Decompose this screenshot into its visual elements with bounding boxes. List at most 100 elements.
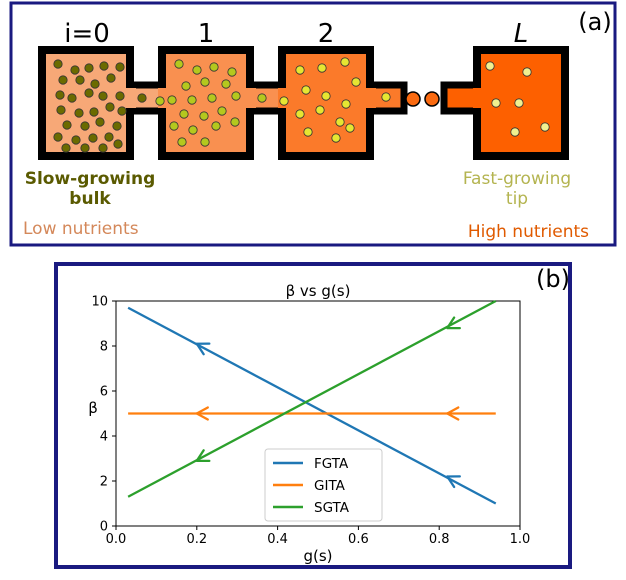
channel-join-0 [124,88,136,108]
legend-box [264,448,383,522]
nutrient-particle [211,121,221,131]
x-axis-label: g(s) [303,547,332,565]
nutrient-particle [207,93,217,103]
nutrient-particle [88,133,98,143]
nutrient-particle [67,93,77,103]
nutrient-particle [115,62,125,72]
series-lines [127,299,497,505]
y-tick-label: 6 [100,385,108,400]
nutrient-particle [209,62,219,72]
nutrient-particle [174,59,184,69]
direction-arrow-sgta [195,449,211,463]
nutrient-particle [80,143,90,153]
nutrient-particle [341,99,351,109]
nutrient-particle [381,92,391,102]
nutrient-particle [55,90,65,100]
compartment-label-L: L [514,19,529,49]
nutrient-particle [217,106,227,116]
legend-label-gita: GITA [314,478,346,494]
nutrient-particle [188,125,198,135]
low-nutrients-label: Low nutrients [23,219,139,239]
direction-arrow-fgta [195,342,211,356]
nutrient-particle [345,123,355,133]
nutrient-particle [335,117,345,127]
y-tick-label: 2 [100,475,108,490]
nutrient-particle [187,95,197,105]
nutrient-particle [137,93,147,103]
panel-b-label: (b) [536,265,570,293]
nutrient-particle [331,133,341,143]
nutrient-particle [56,105,66,115]
nutrient-particle [98,91,108,101]
direction-arrow-gita [195,406,209,421]
nutrient-particle [84,63,94,73]
nutrient-particle [95,117,105,127]
nutrient-particle [71,135,81,145]
nutrient-particle [169,121,179,131]
nutrient-particle [75,75,85,85]
nutrient-particle [540,122,550,132]
y-tick-label: 8 [100,340,108,355]
compartment-label-1: 1 [198,19,215,49]
panel-b: (b) β vs g(s) g(s) β 0.0 0.2 0.4 0.6 0.8 1.00… [54,262,572,569]
plot-area [115,300,521,527]
nutrient-particle [227,67,237,77]
y-tick-label: 4 [100,430,108,445]
nutrient-particle [117,106,127,116]
series-line-sgta [127,299,497,498]
x-tick-label: 0.0 [106,532,127,547]
nutrient-particle [98,143,108,153]
nutrient-particle [279,96,289,106]
x-tick-label: 1.0 [510,532,531,547]
nutrient-particle [177,137,187,147]
legend-label-sgta: SGTA [314,500,350,516]
nutrient-particle [53,59,63,69]
nutrient-particle [200,137,210,147]
nutrient-particle [303,127,313,137]
panel-a: (a) i=0 1 2 L [9,1,617,247]
nutrient-particle [80,121,90,131]
axis-ticks: 0.0 0.2 0.4 0.6 0.8 1.0 0 2 4 6 8 10 [91,295,530,548]
nutrient-particle [514,98,524,108]
nutrient-particle [155,96,165,106]
nutrient-particle [340,57,350,67]
nutrient-particle [301,85,311,95]
direction-arrow-fgta [446,475,461,489]
direction-arrow-gita [446,406,460,421]
direction-arrow-sgta [446,316,461,330]
nutrient-particle [522,67,532,77]
channel-join-2b [364,88,376,108]
x-tick-label: 0.2 [186,532,207,547]
channel-join-1b [244,88,256,108]
nutrient-particle [105,102,115,112]
nutrient-particle [192,65,202,75]
nutrient-particle [510,127,520,137]
compartment-label-2: 2 [318,19,335,49]
y-tick-label: 0 [100,520,108,535]
channel-join-L [473,88,485,108]
legend-label-fgta: FGTA [314,456,349,472]
nutrient-particle [90,79,100,89]
nutrient-particle [99,61,109,71]
nutrient-particle [113,139,123,149]
nutrient-particle [106,73,116,83]
nutrient-particle [231,91,241,101]
x-tick-label: 0.4 [267,532,288,547]
nutrient-particle [351,77,361,87]
nutrient-particle [61,143,71,153]
chart-title: β vs g(s) [286,282,351,300]
nutrient-particle [295,65,305,75]
nutrient-particle [221,79,231,89]
nutrient-particle [84,88,94,98]
bulk-label-line1: Slow-growing [25,169,156,189]
y-tick-label: 10 [91,295,108,310]
nutrient-particle [112,121,122,131]
nutrient-particle [53,132,63,142]
nutrient-particle [70,65,80,75]
nutrient-particle [104,132,114,142]
nutrient-particle [485,61,495,71]
nutrient-particle [321,91,331,101]
x-tick-label: 0.8 [429,532,450,547]
nutrient-particle [315,105,325,115]
